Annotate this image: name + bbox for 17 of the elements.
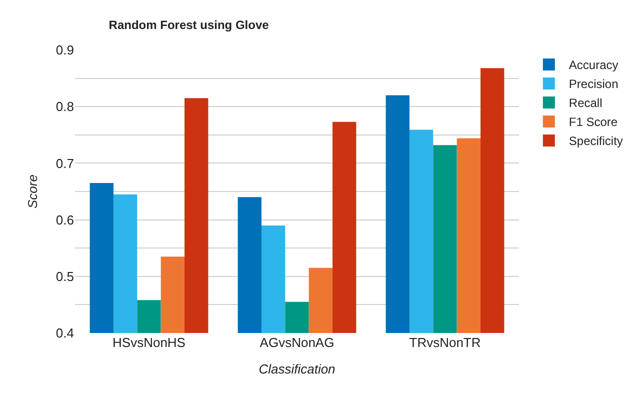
legend-label: Specificity: [568, 134, 623, 148]
y-tick-label: 0.9: [56, 42, 74, 58]
legend-label: Precision: [568, 77, 618, 92]
chart-title: Random Forest using Glove: [108, 18, 270, 32]
y-tick-label: 0.5: [56, 268, 74, 284]
x-tick-label: AGvsNonAG: [260, 335, 334, 350]
legend-label: F1 Score: [568, 115, 618, 130]
y-tick-label: 0.8: [56, 99, 74, 114]
y-tick-label: 0.6: [56, 212, 74, 228]
x-axis-title: Classification: [258, 362, 336, 377]
legend-label: Accuracy: [568, 58, 618, 72]
y-tick-label: 0.4: [56, 326, 74, 341]
x-tick-label: TRvsNonTR: [409, 335, 481, 350]
y-axis-title: Score: [24, 174, 40, 208]
y-tick-label: 0.7: [56, 156, 74, 171]
x-tick-label: HSvsNonHS: [112, 335, 186, 350]
legend-label: Recall: [568, 96, 602, 110]
